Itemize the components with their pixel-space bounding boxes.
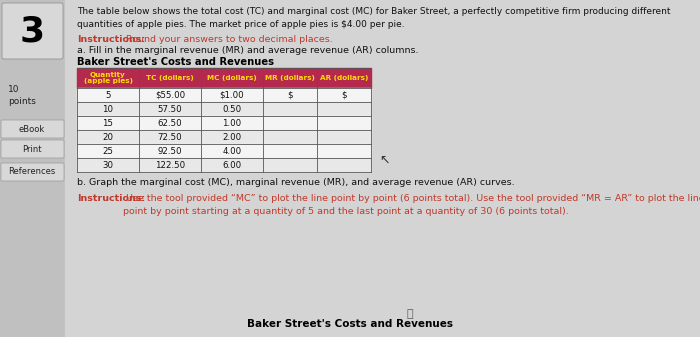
Text: ⓘ: ⓘ — [407, 309, 413, 319]
Text: $55.00: $55.00 — [155, 91, 185, 99]
Text: a. Fill in the marginal revenue (MR) and average revenue (AR) columns.: a. Fill in the marginal revenue (MR) and… — [77, 46, 419, 55]
Text: 10
points: 10 points — [8, 85, 36, 106]
Text: AR (dollars): AR (dollars) — [320, 75, 368, 81]
Text: Instructions:: Instructions: — [77, 35, 145, 44]
Bar — [77, 88, 371, 102]
Text: 15: 15 — [102, 119, 113, 127]
Text: 92.50: 92.50 — [158, 147, 182, 155]
Text: 1.00: 1.00 — [223, 119, 241, 127]
Text: eBook: eBook — [19, 124, 45, 133]
Text: MC (dollars): MC (dollars) — [207, 75, 257, 81]
Text: The table below shows the total cost (TC) and marginal cost (MC) for Baker Stree: The table below shows the total cost (TC… — [77, 7, 671, 29]
Text: Baker Street's Costs and Revenues: Baker Street's Costs and Revenues — [247, 319, 453, 329]
Text: $: $ — [342, 91, 346, 99]
Text: 30: 30 — [102, 160, 113, 170]
Text: b. Graph the marginal cost (MC), marginal revenue (MR), and average revenue (AR): b. Graph the marginal cost (MC), margina… — [77, 178, 514, 187]
Bar — [77, 102, 371, 116]
Text: 2.00: 2.00 — [223, 132, 241, 142]
Text: ↖: ↖ — [379, 154, 389, 167]
Text: 62.50: 62.50 — [158, 119, 182, 127]
FancyBboxPatch shape — [2, 3, 63, 59]
Bar — [77, 144, 371, 158]
Text: 5: 5 — [105, 91, 111, 99]
Text: Instructions:: Instructions: — [77, 194, 145, 203]
Text: MR (dollars): MR (dollars) — [265, 75, 315, 81]
Text: 72.50: 72.50 — [158, 132, 182, 142]
Text: 0.50: 0.50 — [223, 104, 241, 114]
Bar — [77, 68, 371, 88]
Text: 4.00: 4.00 — [223, 147, 241, 155]
Text: Round your answers to two decimal places.: Round your answers to two decimal places… — [123, 35, 332, 44]
Text: 57.50: 57.50 — [158, 104, 182, 114]
Bar — [77, 116, 371, 130]
Text: $: $ — [287, 91, 293, 99]
Text: 10: 10 — [102, 104, 113, 114]
Text: 20: 20 — [102, 132, 113, 142]
FancyBboxPatch shape — [1, 163, 64, 181]
Text: 122.50: 122.50 — [155, 160, 185, 170]
Text: 3: 3 — [20, 14, 45, 48]
Text: Baker Street's Costs and Revenues: Baker Street's Costs and Revenues — [77, 57, 274, 67]
Text: TC (dollars): TC (dollars) — [146, 75, 194, 81]
Bar — [0, 0, 65, 337]
FancyBboxPatch shape — [1, 140, 64, 158]
Text: Print: Print — [22, 145, 42, 153]
FancyBboxPatch shape — [1, 120, 64, 138]
Text: References: References — [8, 167, 55, 177]
Bar — [77, 130, 371, 144]
Bar — [77, 158, 371, 172]
Text: $1.00: $1.00 — [220, 91, 244, 99]
Text: 6.00: 6.00 — [223, 160, 241, 170]
Text: Use the tool provided “MC” to plot the line point by point (6 points total). Use: Use the tool provided “MC” to plot the l… — [123, 194, 700, 216]
Text: 25: 25 — [102, 147, 113, 155]
Text: Quantity
(apple pies): Quantity (apple pies) — [83, 71, 132, 85]
